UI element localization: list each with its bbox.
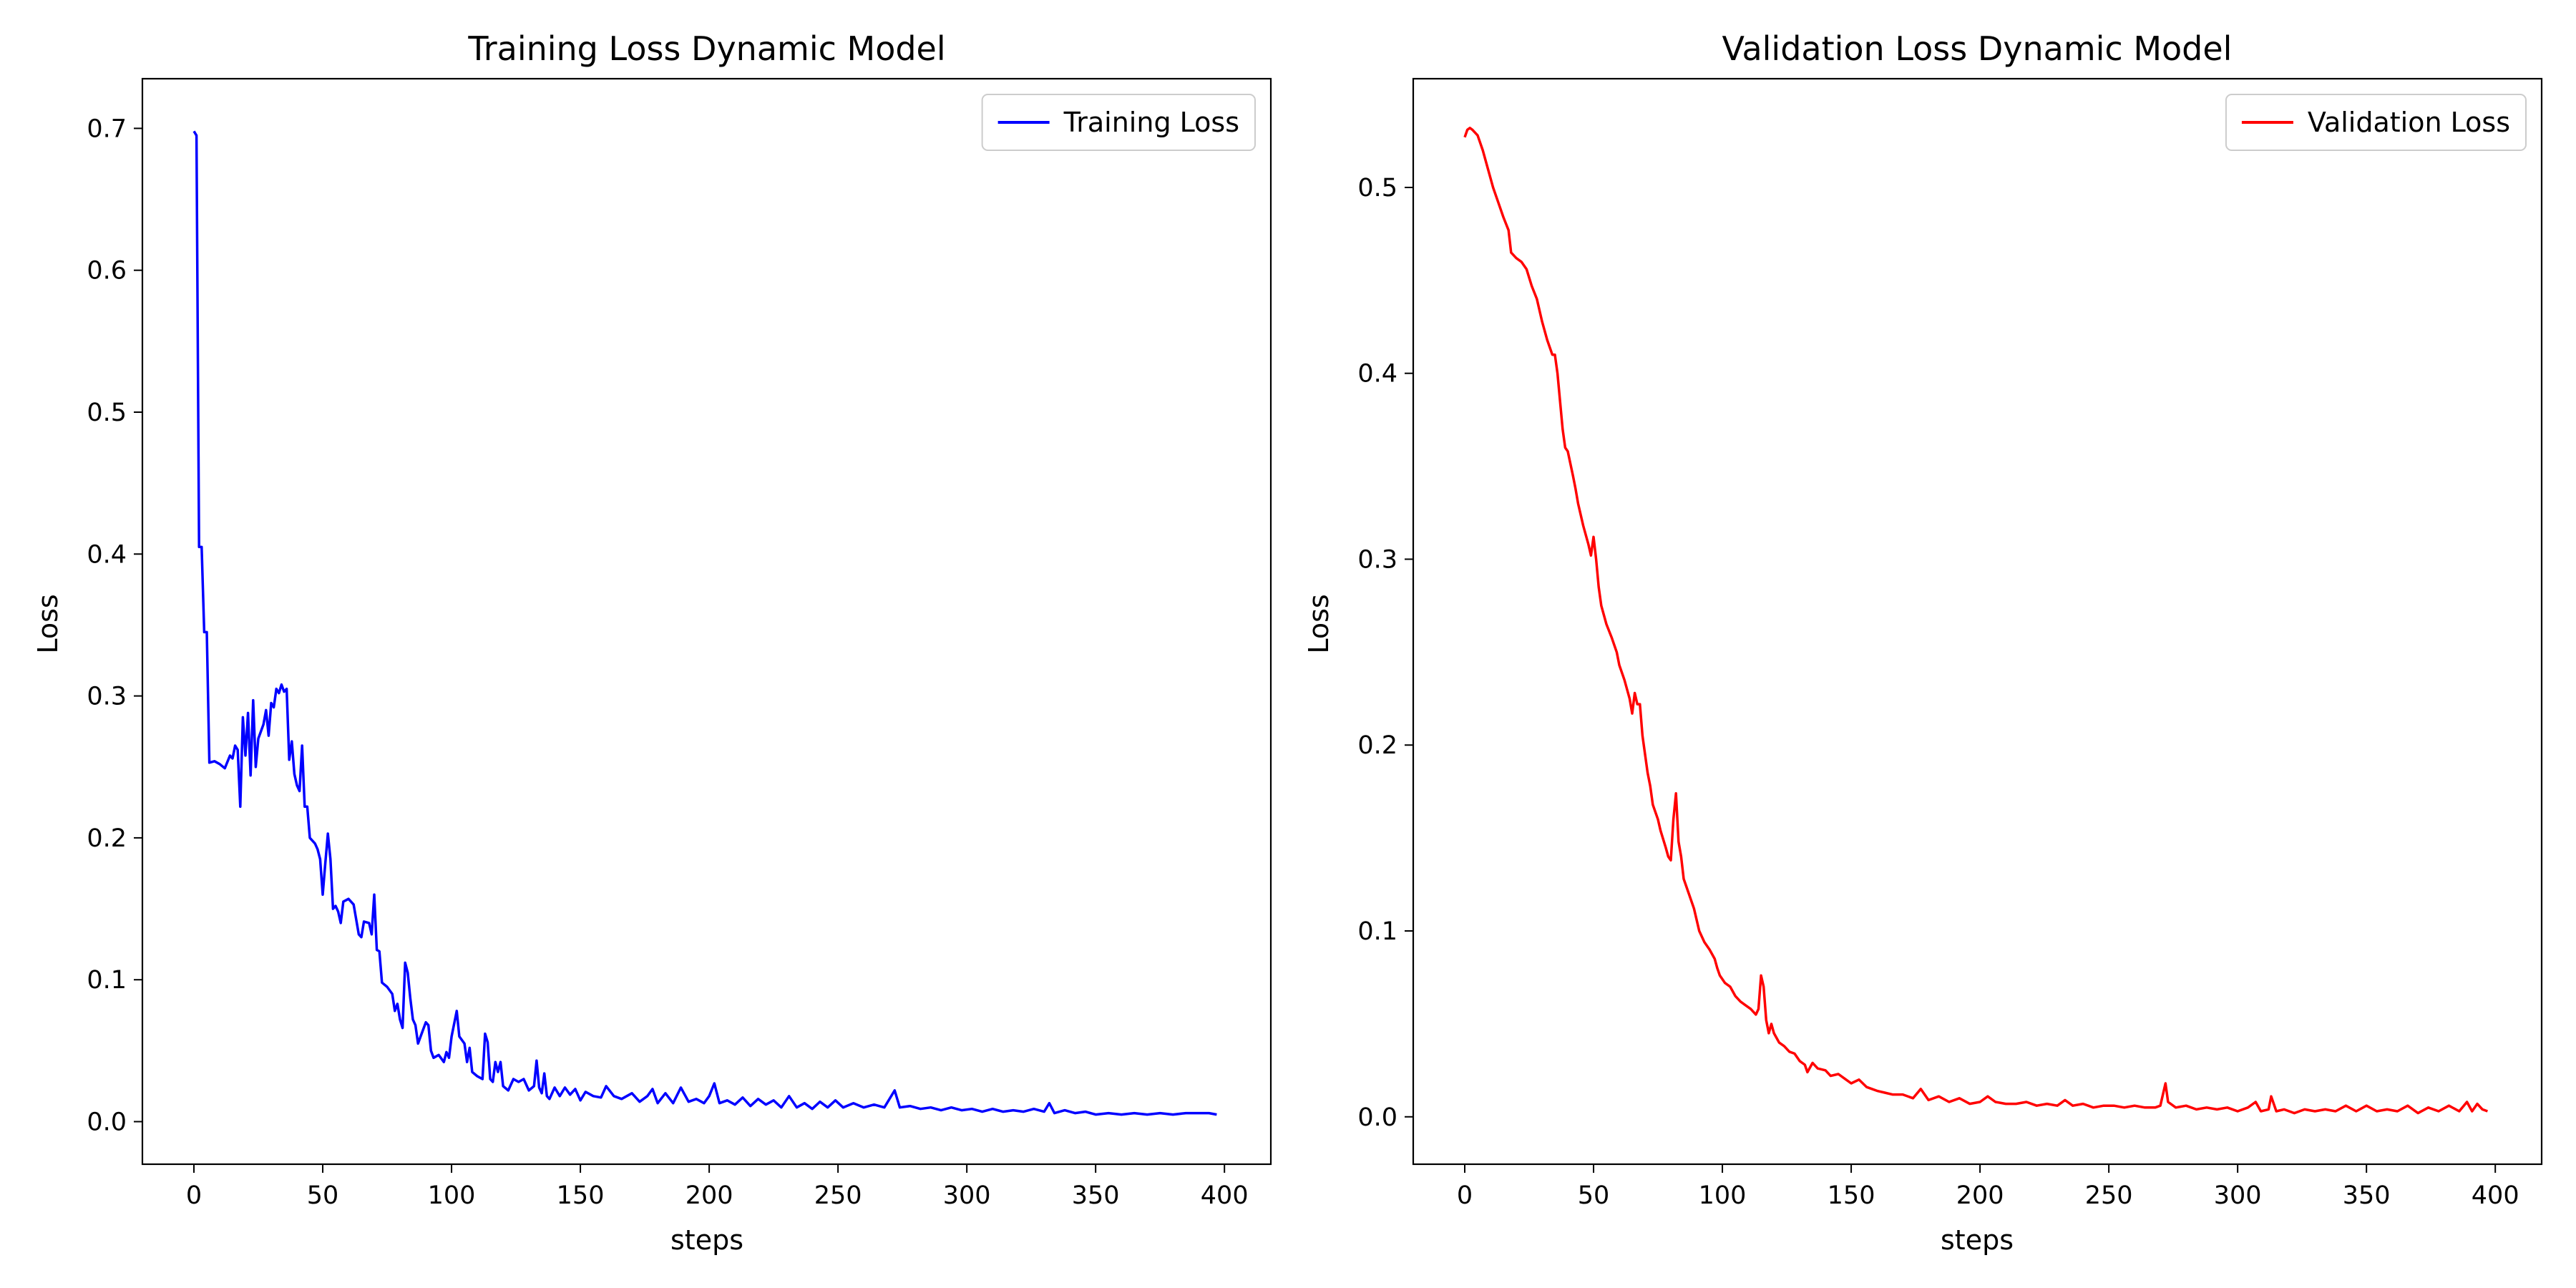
y-tick-label: 0.1	[1357, 917, 1397, 946]
validation-loss-chart: Validation Loss Dynamic Model 0 50 100 150 2…	[1303, 29, 2543, 1256]
x-tick-label: 250	[2085, 1181, 2133, 1210]
y-tick-label: 0.3	[87, 683, 127, 711]
x-tick-label: 300	[2214, 1181, 2262, 1210]
y-axis-label: Loss	[32, 594, 64, 653]
x-tick-label: 150	[557, 1181, 605, 1210]
y-tick-label: 0.7	[87, 114, 127, 143]
x-tick-label: 0	[1457, 1181, 1473, 1210]
plot-frame	[1412, 77, 2543, 1166]
x-tick-label: 100	[428, 1181, 476, 1210]
x-tick-label: 400	[1201, 1181, 1249, 1210]
chart-title: Validation Loss Dynamic Model	[1722, 29, 2233, 68]
chart-title: Training Loss Dynamic Model	[467, 29, 945, 68]
legend-label: Training Loss	[1063, 107, 1239, 138]
x-tick-label: 300	[943, 1181, 991, 1210]
x-tick-label: 250	[814, 1181, 862, 1210]
series-line-0	[1463, 127, 2488, 1115]
legend-box	[2225, 94, 2527, 151]
legend: Validation Loss	[2225, 94, 2527, 151]
x-tick-label: 0	[186, 1181, 202, 1210]
plot-frame	[141, 77, 1272, 1166]
x-tick-label: 50	[1578, 1181, 1610, 1210]
x-axis-label: steps	[670, 1224, 743, 1256]
y-tick-label: 0.1	[87, 966, 127, 995]
x-tick-label: 400	[2472, 1181, 2519, 1210]
series-line-0	[192, 130, 1217, 1116]
y-tick-label: 0.2	[1357, 731, 1397, 760]
y-tick-label: 0.5	[87, 399, 127, 427]
training-loss-chart: Training Loss Dynamic Model 0 50 100 150 200…	[32, 29, 1272, 1256]
legend-box	[981, 94, 1256, 151]
x-axis-label: steps	[1941, 1224, 2014, 1256]
x-tick-label: 350	[1072, 1181, 1120, 1210]
y-tick-label: 0.0	[1357, 1103, 1397, 1132]
x-tick-label: 50	[307, 1181, 339, 1210]
y-tick-label: 0.5	[1357, 174, 1397, 203]
x-tick-label: 100	[1699, 1181, 1747, 1210]
x-tick-label: 350	[2343, 1181, 2391, 1210]
y-tick-label: 0.3	[1357, 545, 1397, 574]
legend: Training Loss	[981, 94, 1256, 151]
x-tick-label: 200	[1956, 1181, 2004, 1210]
y-tick-label: 0.4	[1357, 360, 1397, 389]
plot-area: 0 50 100 150 200 250 300 350 400 0.0 0.1 0.2 0.3 0.4 0…	[87, 77, 1272, 1210]
y-tick-label: 0.4	[87, 540, 127, 569]
x-tick-label: 200	[686, 1181, 733, 1210]
y-tick-label: 0.0	[87, 1108, 127, 1137]
plot-area: 0 50 100 150 200 250 300 350 400 0.0 0.1 0.2 0.3 0.4 0…	[1357, 77, 2543, 1210]
y-axis-label: Loss	[1303, 594, 1335, 653]
legend-label: Validation Loss	[2308, 107, 2510, 138]
y-tick-label: 0.2	[87, 824, 127, 853]
x-tick-label: 150	[1828, 1181, 1875, 1210]
y-tick-label: 0.6	[87, 257, 127, 286]
